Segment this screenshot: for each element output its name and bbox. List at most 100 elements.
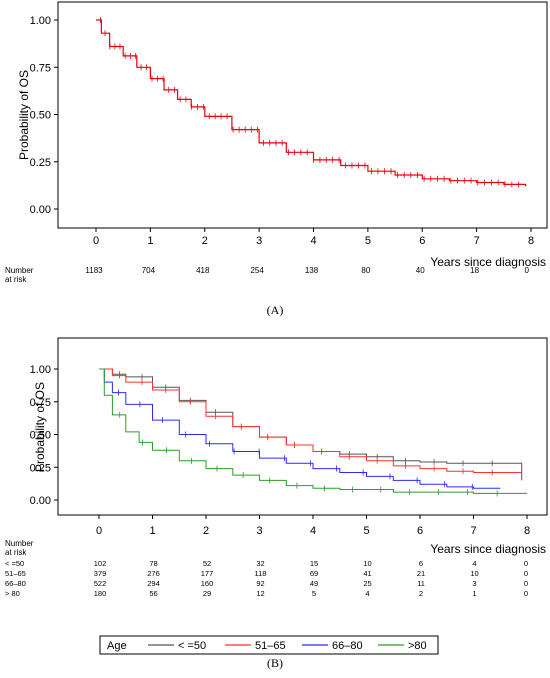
risk-count: 704 bbox=[142, 266, 156, 275]
legend-label: >80 bbox=[408, 640, 427, 652]
y-tick-label: 0.75 bbox=[30, 397, 51, 409]
risk-count: 80 bbox=[361, 266, 370, 275]
risk-count: 138 bbox=[305, 266, 319, 275]
risk-count: 10 bbox=[470, 569, 478, 578]
x-tick-label: 8 bbox=[528, 235, 534, 247]
plot-frame bbox=[57, 337, 548, 516]
risk-table-header: at risk bbox=[5, 548, 27, 557]
x-tick-label: 5 bbox=[365, 235, 371, 247]
risk-count: 32 bbox=[256, 559, 264, 568]
risk-count: 4 bbox=[472, 559, 476, 568]
risk-count: 11 bbox=[417, 579, 425, 588]
risk-count: 0 bbox=[524, 569, 528, 578]
x-tick-label: 3 bbox=[256, 525, 262, 537]
risk-table-header: Number bbox=[5, 539, 34, 548]
risk-count: 0 bbox=[524, 579, 528, 588]
y-tick-label: 1.00 bbox=[30, 15, 51, 27]
risk-count: 3 bbox=[472, 579, 476, 588]
km-curve-51-65 bbox=[99, 368, 522, 473]
km-curve-overall bbox=[96, 19, 527, 187]
risk-count: 6 bbox=[419, 559, 423, 568]
x-tick-label: 6 bbox=[417, 525, 423, 537]
risk-count: 1 bbox=[472, 589, 476, 598]
risk-count: 21 bbox=[417, 569, 425, 578]
risk-count: 180 bbox=[94, 589, 107, 598]
y-tick-label: 0.00 bbox=[30, 204, 51, 216]
risk-count: 5 bbox=[312, 589, 316, 598]
risk-count: 254 bbox=[250, 266, 264, 275]
risk-count: 1183 bbox=[85, 266, 103, 275]
risk-row-label: 66–80 bbox=[5, 579, 26, 588]
risk-count: 25 bbox=[363, 579, 371, 588]
risk-count: 177 bbox=[201, 569, 214, 578]
risk-count: 41 bbox=[363, 569, 371, 578]
y-tick-label: 0.25 bbox=[30, 157, 51, 169]
risk-count: 92 bbox=[256, 579, 264, 588]
legend-title: Age bbox=[107, 640, 127, 652]
risk-row-label: < =50 bbox=[5, 559, 24, 568]
risk-count: 4 bbox=[365, 589, 369, 598]
risk-count: 69 bbox=[310, 569, 318, 578]
x-tick-label: 0 bbox=[93, 235, 99, 247]
risk-count: 102 bbox=[94, 559, 107, 568]
risk-count: 379 bbox=[94, 569, 107, 578]
risk-table-header: Number bbox=[5, 266, 34, 275]
km-curve-66-80 bbox=[99, 368, 501, 489]
risk-count: 0 bbox=[524, 589, 528, 598]
y-axis-label: Probability of OS bbox=[17, 70, 31, 160]
y-tick-label: 0.00 bbox=[30, 495, 51, 507]
risk-count: 78 bbox=[149, 559, 157, 568]
x-axis-label: Years since diagnosis bbox=[430, 255, 546, 269]
risk-count: 0 bbox=[525, 266, 530, 275]
x-tick-label: 5 bbox=[363, 525, 369, 537]
x-tick-label: 6 bbox=[419, 235, 425, 247]
x-tick-label: 4 bbox=[310, 525, 316, 537]
risk-row-label: > 80 bbox=[5, 589, 20, 598]
risk-count: 0 bbox=[524, 559, 528, 568]
x-tick-label: 0 bbox=[96, 525, 102, 537]
panel-caption: (B) bbox=[267, 656, 283, 670]
panel-caption: (A) bbox=[267, 303, 284, 317]
risk-table-header: at risk bbox=[5, 275, 27, 284]
risk-count: 522 bbox=[94, 579, 107, 588]
x-tick-label: 7 bbox=[470, 525, 476, 537]
km-curve--80 bbox=[99, 368, 527, 494]
risk-count: 160 bbox=[201, 579, 214, 588]
x-axis-label: Years since diagnosis bbox=[430, 542, 546, 556]
risk-row-label: 51–65 bbox=[5, 569, 26, 578]
y-tick-label: 0.50 bbox=[30, 110, 51, 122]
y-tick-label: 0.75 bbox=[30, 62, 51, 74]
risk-count: 52 bbox=[203, 559, 211, 568]
risk-count: 118 bbox=[255, 569, 267, 578]
x-tick-label: 2 bbox=[203, 525, 209, 537]
risk-count: 276 bbox=[147, 569, 160, 578]
legend-label: 51–65 bbox=[255, 640, 286, 652]
x-tick-label: 4 bbox=[310, 235, 316, 247]
risk-count: 18 bbox=[470, 266, 479, 275]
risk-count: 12 bbox=[256, 589, 264, 598]
x-tick-label: 1 bbox=[147, 235, 153, 247]
x-tick-label: 8 bbox=[524, 525, 530, 537]
risk-count: 294 bbox=[147, 579, 160, 588]
x-tick-label: 7 bbox=[474, 235, 480, 247]
y-axis-label: Probability of OS bbox=[33, 382, 47, 472]
legend-box bbox=[99, 635, 439, 655]
risk-count: 29 bbox=[203, 589, 211, 598]
risk-count: 10 bbox=[363, 559, 371, 568]
y-tick-label: 0.25 bbox=[30, 462, 51, 474]
y-tick-label: 0.50 bbox=[30, 430, 51, 442]
risk-count: 40 bbox=[416, 266, 425, 275]
plot-frame bbox=[57, 1, 548, 229]
x-tick-label: 1 bbox=[149, 525, 155, 537]
risk-count: 56 bbox=[149, 589, 157, 598]
risk-count: 15 bbox=[310, 559, 318, 568]
x-tick-label: 2 bbox=[202, 235, 208, 247]
y-tick-label: 1.00 bbox=[30, 364, 51, 376]
legend-label: < =50 bbox=[178, 640, 206, 652]
x-tick-label: 3 bbox=[256, 235, 262, 247]
legend-label: 66–80 bbox=[332, 640, 363, 652]
risk-count: 2 bbox=[419, 589, 423, 598]
risk-count: 49 bbox=[310, 579, 318, 588]
risk-count: 418 bbox=[196, 266, 210, 275]
